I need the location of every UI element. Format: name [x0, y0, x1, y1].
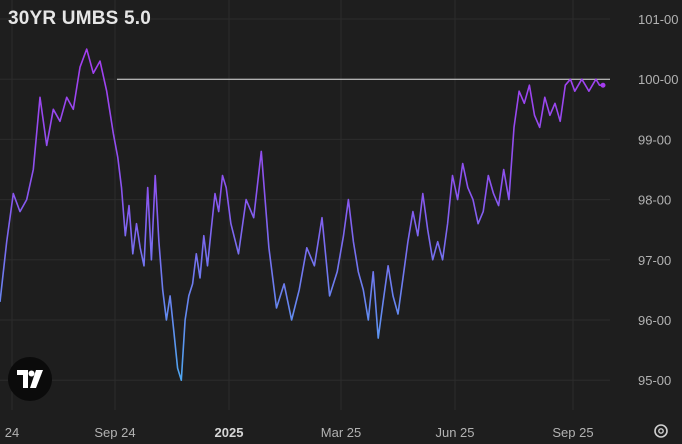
y-axis: 101-00 100-00 99-00 98-00 97-00 96-00 95-00: [638, 12, 678, 388]
y-tick-label: 100-00: [638, 72, 678, 87]
x-axis: 24 Sep 24 2025 Mar 25 Jun 25 Sep 25: [5, 425, 594, 439]
series-line: [0, 48, 603, 381]
x-tick-label: Sep 25: [552, 425, 593, 439]
gear-icon[interactable]: [651, 421, 671, 439]
tradingview-logo-icon[interactable]: [8, 357, 52, 401]
last-value-marker: [600, 82, 606, 88]
y-tick-label: 101-00: [638, 12, 678, 27]
x-tick-label: Mar 25: [321, 425, 361, 439]
y-tick-label: 99-00: [638, 132, 671, 147]
x-tick-label: 24: [5, 425, 19, 439]
y-tick-label: 98-00: [638, 193, 671, 208]
x-tick-label: 2025: [215, 425, 244, 439]
y-tick-label: 95-00: [638, 373, 671, 388]
chart-title: 30YR UMBS 5.0: [8, 8, 152, 29]
x-tick-label: Sep 24: [94, 425, 135, 439]
y-tick-label: 96-00: [638, 313, 671, 328]
grid-lines: [0, 0, 610, 410]
x-tick-label: Jun 25: [435, 425, 474, 439]
y-tick-label: 97-00: [638, 253, 671, 268]
